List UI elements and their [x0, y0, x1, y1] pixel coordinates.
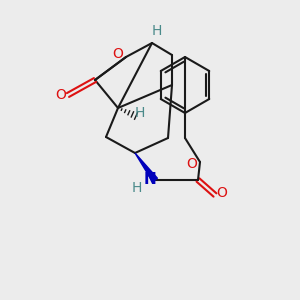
- Text: O: O: [112, 47, 123, 61]
- Text: O: O: [217, 186, 227, 200]
- Text: H: H: [135, 106, 145, 120]
- Text: O: O: [56, 88, 66, 102]
- Text: H: H: [152, 24, 162, 38]
- Text: N: N: [144, 172, 156, 187]
- Text: O: O: [187, 157, 197, 171]
- Text: H: H: [132, 181, 142, 195]
- Polygon shape: [135, 153, 158, 182]
